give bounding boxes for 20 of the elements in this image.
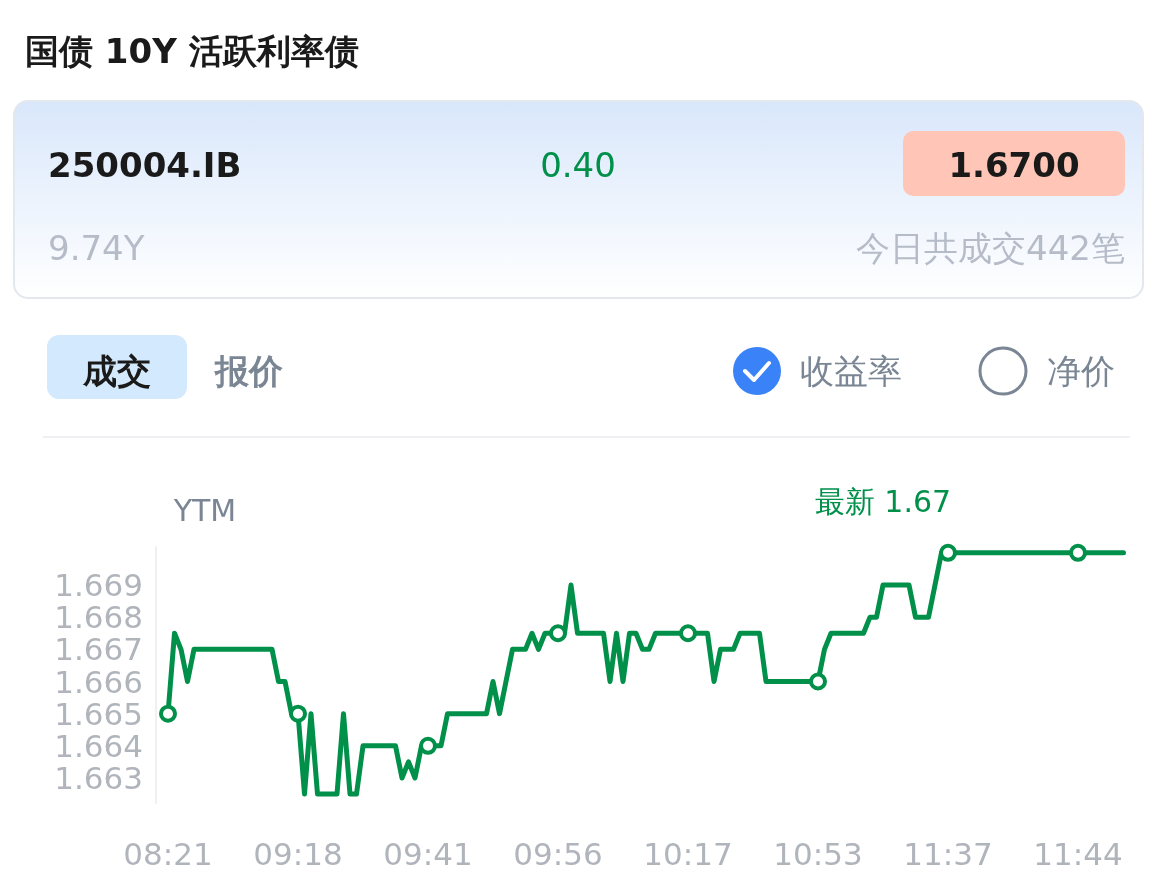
x-tick-label: 08:21 <box>123 836 213 872</box>
text: 成交 <box>82 351 151 391</box>
text: 报价 <box>213 351 284 391</box>
text: 1.6700 <box>948 145 1080 185</box>
x-tick-label: 11:44 <box>1033 836 1123 872</box>
x-tick-label: 10:53 <box>773 836 863 872</box>
text: 最新 1.67 <box>814 484 952 519</box>
text: 收益率 <box>800 351 902 391</box>
text: 今日共成交442笔 <box>856 228 1125 268</box>
chart-title: 国债 10Y 活跃利率债 <box>25 31 359 71</box>
x-tick-label: 11:37 <box>903 836 993 872</box>
y-axis-title: YTM <box>172 493 237 528</box>
x-tick-label: 09:56 <box>513 836 603 872</box>
text: 净价 <box>1047 351 1115 391</box>
text: 0.40 <box>540 145 616 185</box>
text: 250004.IB <box>48 145 242 185</box>
x-tick-label: 09:41 <box>383 836 473 872</box>
x-tick-label: 09:18 <box>253 836 343 872</box>
x-tick-label: 10:17 <box>643 836 733 872</box>
text: 9.74Y <box>48 228 145 268</box>
